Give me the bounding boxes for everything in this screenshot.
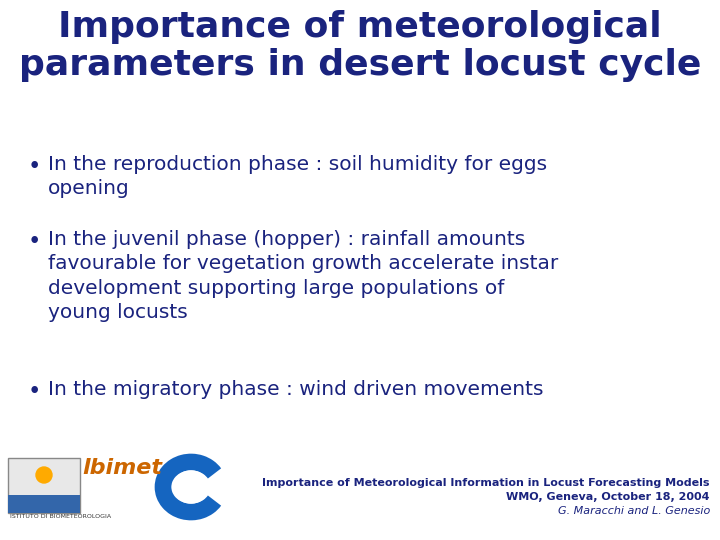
Text: •: • (28, 155, 41, 178)
Text: In the migratory phase : wind driven movements: In the migratory phase : wind driven mov… (48, 380, 544, 399)
Text: In the reproduction phase : soil humidity for eggs
opening: In the reproduction phase : soil humidit… (48, 155, 547, 198)
Text: Importance of meteorological
parameters in desert locust cycle: Importance of meteorological parameters … (19, 10, 701, 82)
Text: •: • (28, 230, 41, 253)
Text: In the juvenil phase (hopper) : rainfall amounts
favourable for vegetation growt: In the juvenil phase (hopper) : rainfall… (48, 230, 558, 322)
Text: •: • (28, 380, 41, 403)
Text: WMO, Geneva, October 18, 2004: WMO, Geneva, October 18, 2004 (506, 492, 710, 502)
Circle shape (36, 467, 52, 483)
FancyBboxPatch shape (8, 458, 80, 513)
Text: G. Maracchi and L. Genesio: G. Maracchi and L. Genesio (558, 506, 710, 516)
FancyBboxPatch shape (8, 495, 80, 513)
Text: ISTITUTO DI BIOMETEOROLOGIA: ISTITUTO DI BIOMETEOROLOGIA (10, 514, 111, 519)
Text: Importance of Meteorological Information in Locust Forecasting Models: Importance of Meteorological Information… (263, 478, 710, 488)
Text: lbimet: lbimet (82, 458, 162, 478)
FancyBboxPatch shape (155, 458, 227, 516)
